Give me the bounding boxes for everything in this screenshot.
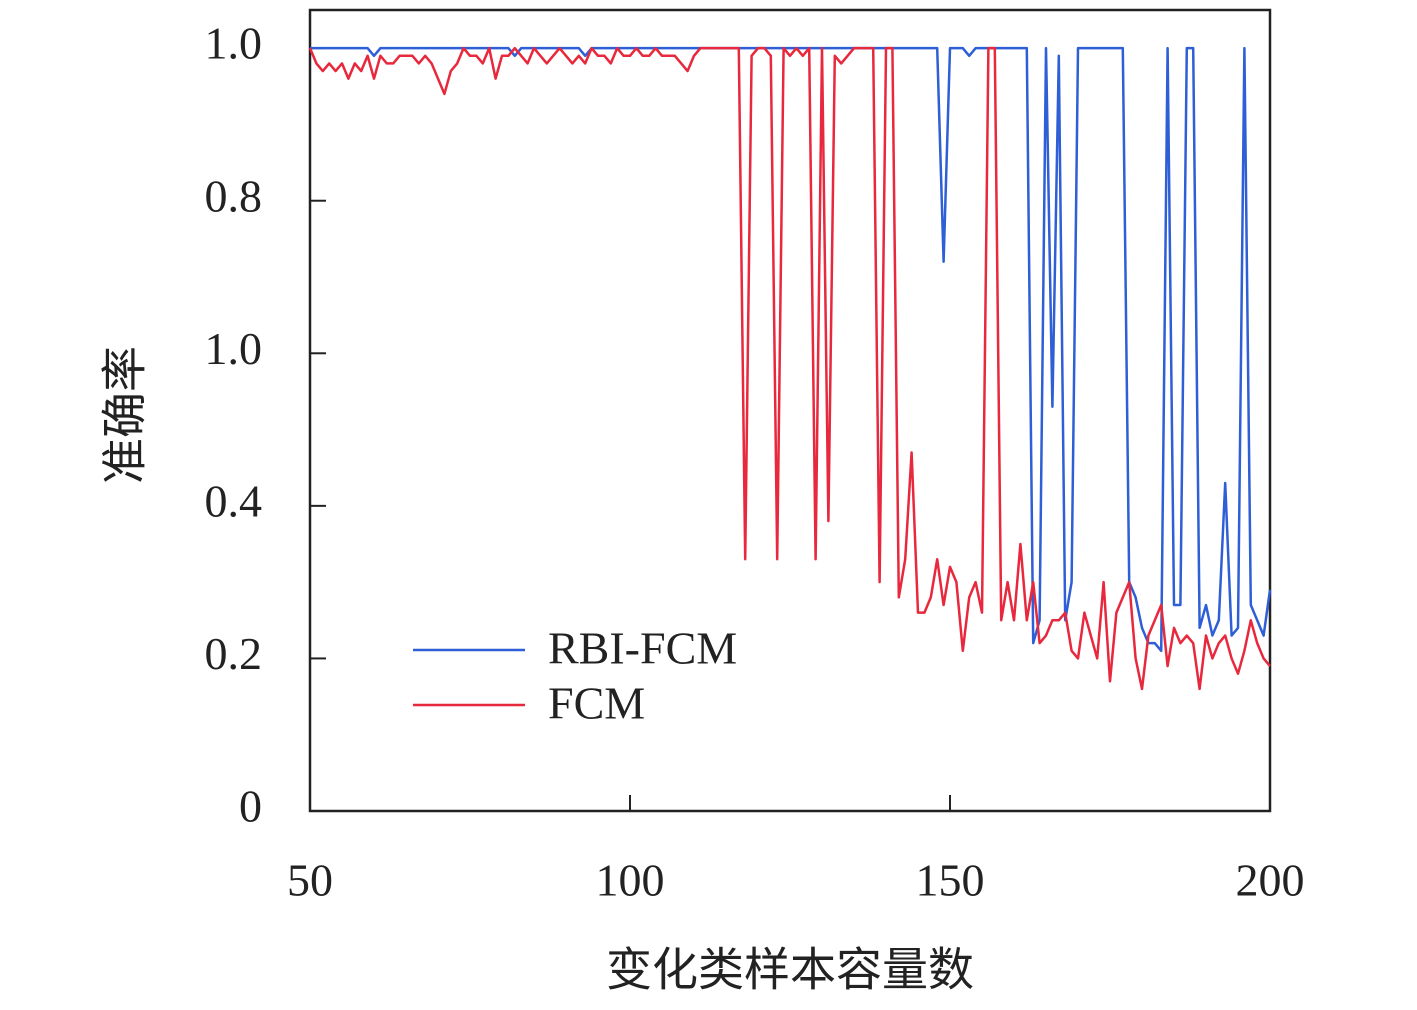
legend-label: FCM — [548, 678, 645, 729]
legend-label: RBI-FCM — [548, 623, 737, 674]
series-line — [310, 46, 1272, 653]
series-line — [308, 46, 1271, 691]
x-tick-label: 50 — [287, 855, 333, 906]
y-tick-label: 0 — [239, 781, 262, 832]
x-tick-label: 100 — [596, 855, 665, 906]
y-tick-label: 1.0 — [205, 18, 263, 69]
x-tick-label: 150 — [916, 855, 985, 906]
plot-frame — [308, 8, 1272, 813]
x-axis-label: 变化类样本容量数 — [606, 945, 974, 996]
y-tick-label: 0.4 — [205, 475, 263, 526]
y-axis-label: 准确率 — [100, 346, 151, 484]
y-tick-label: 0.8 — [205, 170, 263, 221]
y-tick-label: 1.0 — [205, 323, 263, 374]
x-tick-label: 200 — [1236, 855, 1305, 906]
y-tick-label: 0.2 — [205, 628, 263, 679]
